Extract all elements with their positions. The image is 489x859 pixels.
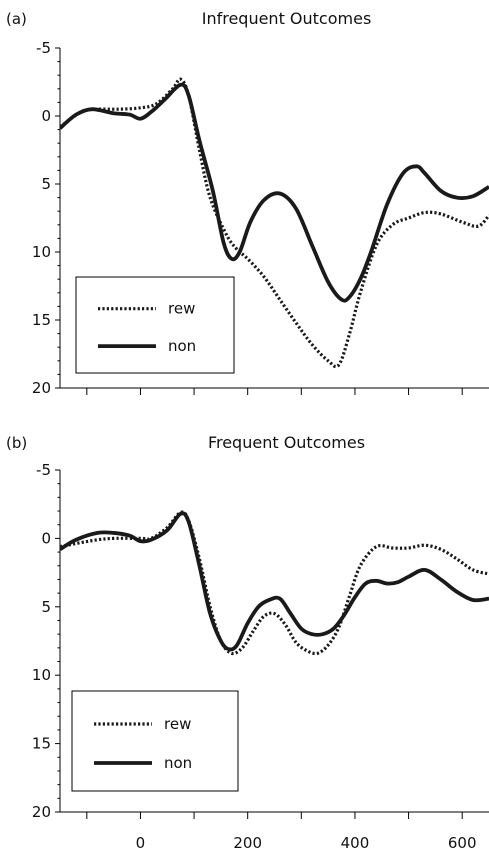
legend-box bbox=[71, 690, 239, 792]
y-tick-label: 15 bbox=[32, 311, 51, 329]
legend-label-rew: rew bbox=[164, 715, 191, 733]
y-tick-label: 5 bbox=[41, 598, 51, 616]
y-tick-label: 15 bbox=[32, 735, 51, 753]
legend-box bbox=[75, 276, 235, 374]
series-line-non bbox=[60, 82, 489, 303]
series-line-non bbox=[60, 511, 489, 652]
y-tick-label: 0 bbox=[41, 529, 51, 547]
y-tick-label: -5 bbox=[36, 461, 51, 479]
chart-title: Infrequent Outcomes bbox=[202, 9, 372, 28]
x-tick-label: 600 bbox=[448, 834, 477, 852]
legend-label-non: non bbox=[164, 754, 192, 772]
x-tick-label: 400 bbox=[341, 834, 370, 852]
legend: rew non bbox=[71, 690, 239, 792]
legend-label-non: non bbox=[168, 337, 196, 355]
x-tick-label: 0 bbox=[136, 834, 146, 852]
series-line-rew bbox=[60, 77, 489, 369]
series-group bbox=[60, 510, 489, 656]
y-tick-label: -5 bbox=[36, 39, 51, 57]
y-tick-label: 5 bbox=[41, 175, 51, 193]
chart-title: Frequent Outcomes bbox=[208, 433, 365, 452]
y-tick-label: 0 bbox=[41, 107, 51, 125]
panel-label: (a) bbox=[6, 10, 27, 28]
y-tick-label: 10 bbox=[32, 666, 51, 684]
x-tick-label: 200 bbox=[233, 834, 262, 852]
panel-label: (b) bbox=[6, 434, 27, 452]
series-group bbox=[60, 77, 489, 369]
chart-panel-a: (a) Infrequent Outcomes -5 0 5 10 15 20 rew non bbox=[6, 9, 489, 397]
legend-label-rew: rew bbox=[168, 300, 195, 318]
y-tick-label: 20 bbox=[32, 803, 51, 821]
legend: rew non bbox=[75, 276, 235, 374]
y-tick-label: 10 bbox=[32, 243, 51, 261]
y-tick-label: 20 bbox=[32, 379, 51, 397]
